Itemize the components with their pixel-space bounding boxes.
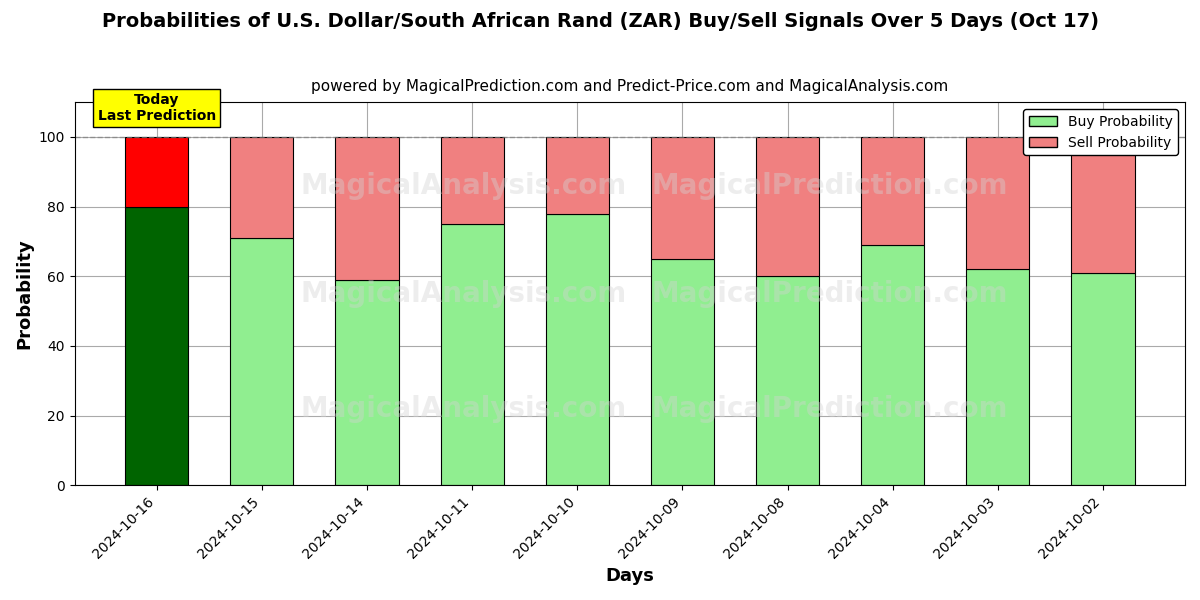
- Text: MagicalPrediction.com: MagicalPrediction.com: [652, 280, 1008, 308]
- Y-axis label: Probability: Probability: [16, 238, 34, 349]
- Legend: Buy Probability, Sell Probability: Buy Probability, Sell Probability: [1024, 109, 1178, 155]
- Bar: [966, 269, 1030, 485]
- Bar: [1072, 137, 1134, 273]
- Bar: [546, 137, 608, 214]
- Bar: [125, 206, 188, 485]
- Bar: [230, 137, 293, 238]
- Text: MagicalAnalysis.com: MagicalAnalysis.com: [300, 172, 626, 200]
- Bar: [756, 276, 820, 485]
- Bar: [650, 259, 714, 485]
- Bar: [546, 214, 608, 485]
- Text: MagicalAnalysis.com: MagicalAnalysis.com: [300, 395, 626, 422]
- Bar: [650, 137, 714, 259]
- Bar: [440, 224, 504, 485]
- Bar: [440, 137, 504, 224]
- X-axis label: Days: Days: [605, 567, 654, 585]
- Bar: [1072, 273, 1134, 485]
- Text: MagicalPrediction.com: MagicalPrediction.com: [652, 395, 1008, 422]
- Bar: [125, 137, 188, 206]
- Bar: [862, 137, 924, 245]
- Bar: [230, 238, 293, 485]
- Text: Today
Last Prediction: Today Last Prediction: [97, 93, 216, 123]
- Text: MagicalAnalysis.com: MagicalAnalysis.com: [300, 280, 626, 308]
- Bar: [756, 137, 820, 276]
- Bar: [336, 137, 398, 280]
- Bar: [336, 280, 398, 485]
- Bar: [862, 245, 924, 485]
- Title: powered by MagicalPrediction.com and Predict-Price.com and MagicalAnalysis.com: powered by MagicalPrediction.com and Pre…: [311, 79, 948, 94]
- Text: Probabilities of U.S. Dollar/South African Rand (ZAR) Buy/Sell Signals Over 5 Da: Probabilities of U.S. Dollar/South Afric…: [102, 12, 1098, 31]
- Text: MagicalPrediction.com: MagicalPrediction.com: [652, 172, 1008, 200]
- Bar: [966, 137, 1030, 269]
